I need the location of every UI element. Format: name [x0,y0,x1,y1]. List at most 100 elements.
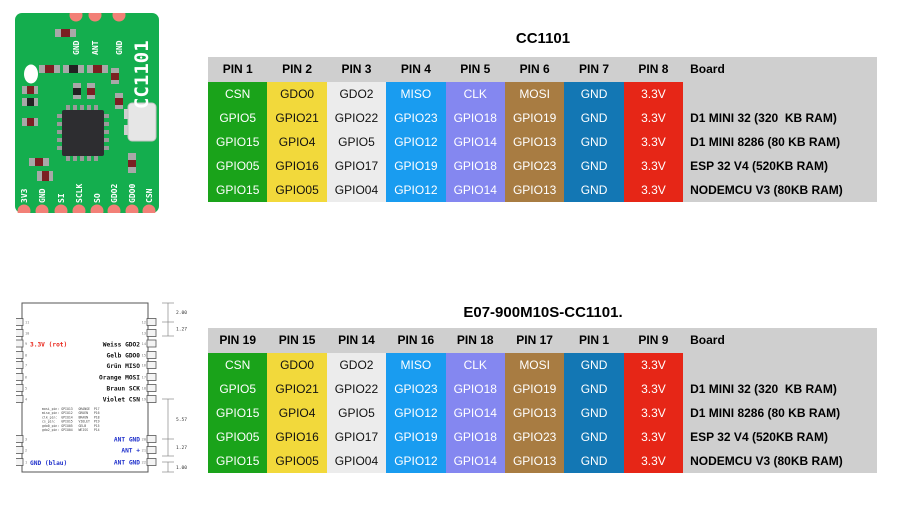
table-row: GPIO15 GPIO4 GPIO5 GPIO12 GPIO14 GPIO13 … [208,130,877,154]
pin-cell: GPIO23 [504,154,565,178]
board-cell: NODEMCU V3 (80KB RAM) [690,183,843,197]
table-row: GPIO5 GPIO21 GPIO22 GPIO23 GPIO18 GPIO19… [208,106,877,130]
pin-cell: GPIO12 [386,178,446,202]
e07-pin-table: PIN 19 PIN 15 PIN 14 PIN 16 PIN 18 PIN 1… [208,328,878,473]
solder-pad [107,204,121,213]
pcb-top-label: GND [115,40,124,55]
pin-cell: MISO [386,82,446,106]
pin-cell: GPIO22 [326,377,387,401]
pin-number: 5 [25,387,27,391]
pin-cell: GPIO14 [445,401,505,425]
pcb-top-label: GND [72,40,81,55]
pin-cell: GPIO23 [386,377,446,401]
pin-cell: GND [564,130,624,154]
column-header: PIN 16 [397,333,435,347]
pin-cell: GPIO15 [208,130,268,154]
column-header: PIN 5 [460,62,491,76]
pin-cell: GPIO18 [445,154,505,178]
pin-cell: CSN [208,353,268,377]
pin-cell: 3.3V [623,401,684,425]
pcb-bottom-label: SCLK [75,184,84,203]
pin-cell: 3.3V [623,449,684,473]
pin-cell: GND [564,178,624,202]
pin-cell: MOSI [504,353,565,377]
pcb-bottom-label: SI [57,193,66,203]
config-line: cs_pin: GPIO15 VIOLET P19 [42,420,100,424]
pin-cell: GND [564,82,624,106]
pin-cell: MOSI [504,82,565,106]
pin-cell: GPIO15 [208,449,268,473]
pin-cell: CLK [445,353,505,377]
board-cell [683,353,877,377]
pin-number: 13 [142,332,146,336]
pin-cell: GPIO14 [445,130,505,154]
pin-cell: GDO0 [267,82,327,106]
column-header: PIN 1 [222,62,253,76]
pin-cell: GPIO19 [504,377,565,401]
board-cell: D1 MINI 8286 (80 KB RAM) [690,406,841,420]
dimension-lines [162,302,174,473]
dimension-label: 2.00 [176,310,187,316]
module-outline [21,302,149,473]
pin-number: 18 [142,387,146,391]
pin-cell: GPIO04 [326,449,387,473]
table-row: CSN GDO0 GDO2 MISO CLK MOSI GND 3.3V [208,353,877,377]
pin-cell: GPIO23 [504,425,565,449]
pin-cell: GPIO22 [326,106,387,130]
solder-pad [90,204,104,213]
e07-signal-label: Orange MOSI [99,375,140,382]
solder-pad [72,204,86,213]
column-header-board: Board [690,62,725,76]
pin-cell: GPIO23 [386,106,446,130]
pin-cell: GND [564,377,624,401]
pcb-bottom-label: GDO0 [128,184,137,203]
pin-cell: GND [564,425,624,449]
pin-cell: GND [564,154,624,178]
e07-ant-label: ANT + [121,448,140,455]
pin-cell: 3.3V [623,154,684,178]
pin-number: 6 [25,376,27,380]
pin-cell: MISO [386,353,446,377]
e07-gnd-label: GND (blau) [30,460,67,467]
e07-signal-label: Violet CSN [103,396,141,404]
pin-cell: GPIO15 [208,401,268,425]
column-header: PIN 4 [400,62,431,76]
solder-pad [54,204,68,213]
cc1101-module-photo: CC1101 GND ANT GND 3V3 GND SI SCLK SO GD… [15,13,159,213]
pin-number: 21 [142,449,146,453]
table-row: GPIO5 GPIO21 GPIO22 GPIO23 GPIO18 GPIO19… [208,377,877,401]
pin-number: 9 [25,342,27,346]
dimension-label: 5.57 [176,417,187,423]
pin-cell: GPIO13 [504,401,565,425]
pin-cell: GPIO19 [386,154,446,178]
pin-cell: GPIO16 [267,425,327,449]
column-header-board: Board [690,333,725,347]
pcb-bottom-label: CSN [145,188,154,203]
pin-cell: GPIO12 [386,449,446,473]
dimension-label: 1.27 [176,327,187,333]
pin-cell: GPIO14 [445,178,505,202]
pin-cell: GPIO5 [208,106,268,130]
solder-pad [17,204,31,213]
column-header: PIN 15 [278,333,316,347]
column-header: PIN 8 [638,62,669,76]
pin-cell: GPIO14 [445,449,505,473]
pcb-bottom-label: GDO2 [110,184,119,203]
table-header-row: PIN 1 PIN 2 PIN 3 PIN 4 PIN 5 PIN 6 PIN … [208,57,877,82]
pin-cell: GPIO21 [267,377,327,401]
e07-ant-label: ANT GND [114,437,140,444]
pin-cell: GPIO12 [386,130,446,154]
pin-cell: GPIO12 [386,401,446,425]
column-header: PIN 19 [219,333,257,347]
pin-cell: GPIO05 [208,425,268,449]
pin-cell: GPIO13 [504,178,565,202]
pin-number: 4 [25,398,27,402]
mounting-hole [24,64,38,84]
pin-cell: GPIO17 [326,154,387,178]
column-header: PIN 2 [282,62,313,76]
column-header: PIN 17 [516,333,553,347]
column-header: PIN 7 [579,62,610,76]
column-header: PIN 14 [338,333,375,347]
table-row: GPIO05 GPIO16 GPIO17 GPIO19 GPIO18 GPIO2… [208,425,877,449]
pin-cell: GPIO05 [267,178,327,202]
